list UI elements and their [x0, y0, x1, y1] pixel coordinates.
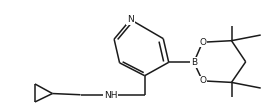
- Text: NH: NH: [104, 91, 117, 100]
- Text: O: O: [199, 38, 206, 47]
- Text: O: O: [199, 76, 206, 85]
- Text: B: B: [191, 58, 197, 67]
- Text: N: N: [127, 15, 134, 24]
